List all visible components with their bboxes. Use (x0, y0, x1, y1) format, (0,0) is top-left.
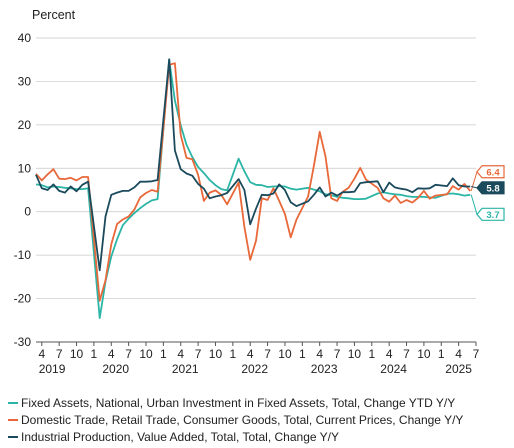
legend-label-retail-trade: Domestic Trade, Retail Trade, Consumer G… (21, 412, 464, 427)
x-tick-label: 10 (417, 347, 431, 361)
legend-swatch-retail-trade (8, 418, 18, 421)
x-tick-label: 10 (139, 347, 153, 361)
legend-label-industrial-production: Industrial Production, Value Added, Tota… (21, 429, 339, 444)
x-tick-label: 10 (348, 347, 362, 361)
legend-item-retail-trade: Domestic Trade, Retail Trade, Consumer G… (8, 411, 508, 428)
y-tick-label: -20 (14, 292, 32, 306)
y-tick-label: 40 (18, 31, 32, 45)
y-tick-label: 10 (18, 161, 32, 175)
x-tick-label: 7 (334, 347, 341, 361)
x-year-label: 2020 (102, 362, 129, 376)
end-badge-leader-2 (471, 186, 478, 189)
x-tick-label: 10 (278, 347, 292, 361)
y-tick-label: 0 (24, 205, 31, 219)
legend-item-industrial-production: Industrial Production, Value Added, Tota… (8, 428, 508, 445)
end-badge-leader-0 (470, 194, 478, 215)
legend-label-fixed-assets: Fixed Assets, National, Urban Investment… (21, 395, 456, 410)
x-tick-label: 4 (247, 347, 254, 361)
end-badge-label-2: 5.8 (486, 183, 499, 194)
end-badge-leader-1 (470, 171, 478, 192)
x-year-label: 2019 (39, 362, 66, 376)
end-badge-label-0: 3.7 (486, 210, 499, 221)
x-tick-label: 4 (386, 347, 393, 361)
x-tick-label: 1 (160, 347, 167, 361)
y-tick-labels: 40 30 20 10 0 -10 -20 -30 (14, 31, 32, 349)
x-tick-label: 1 (91, 347, 98, 361)
x-year-label: 2023 (311, 362, 338, 376)
series-lines (35, 58, 471, 319)
x-tick-label: 7 (195, 347, 202, 361)
series-line-0 (35, 58, 471, 319)
end-badge-label-1: 6.4 (486, 167, 500, 178)
x-tick-label: 4 (177, 347, 184, 361)
x-tick-label: 1 (368, 347, 375, 361)
legend-swatch-fixed-assets (8, 401, 18, 404)
y-tick-label: -10 (14, 248, 32, 262)
legend-swatch-industrial-production (8, 435, 18, 438)
x-tick-label: 7 (403, 347, 410, 361)
x-tick-label: 4 (38, 347, 45, 361)
legend-item-fixed-assets: Fixed Assets, National, Urban Investment… (8, 394, 508, 411)
end-value-badges: 3.7 6.4 5.8 (470, 165, 505, 221)
end-badge-1 (476, 165, 505, 179)
x-tick-label: 7 (473, 347, 480, 361)
end-badge-2 (476, 181, 505, 195)
legend: Fixed Assets, National, Urban Investment… (8, 394, 508, 445)
x-tick-label: 7 (264, 347, 271, 361)
x-tick-label: 10 (70, 347, 84, 361)
x-tick-label: 1 (229, 347, 236, 361)
x-year-label: 2022 (241, 362, 268, 376)
x-year-label: 2024 (380, 362, 407, 376)
x-year-label: 2025 (445, 362, 472, 376)
x-tick-label: 7 (125, 347, 132, 361)
x-tick-label: 4 (316, 347, 323, 361)
y-tick-label: 30 (18, 74, 32, 88)
x-tick-label: 7 (56, 347, 63, 361)
end-badge-0 (476, 207, 505, 221)
grid (36, 37, 476, 343)
series-line-1 (35, 62, 471, 302)
y-axis-label: Percent (32, 8, 76, 22)
x-tick-label: 1 (299, 347, 306, 361)
x-tick-label: 1 (438, 347, 445, 361)
x-tick-label: 4 (108, 347, 115, 361)
x-year-label: 2021 (172, 362, 199, 376)
y-tick-label: 20 (18, 118, 32, 132)
series-line-2 (35, 58, 471, 272)
x-tick-label: 4 (455, 347, 462, 361)
y-tick-label: -30 (14, 335, 32, 349)
x-tick-label: 10 (209, 347, 223, 361)
